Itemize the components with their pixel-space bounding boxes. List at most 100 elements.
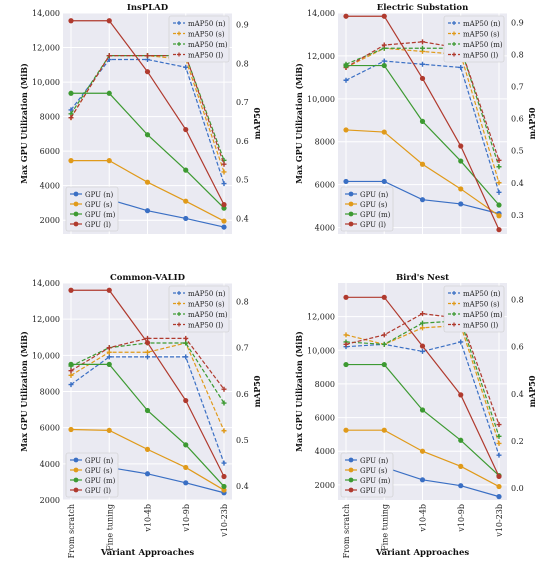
legend-gpu (340, 186, 394, 232)
gpu-marker-l (419, 75, 426, 82)
map-marker-l (68, 368, 74, 374)
map-marker-n (68, 382, 74, 388)
gpu-marker-s (221, 487, 227, 493)
legend-label-gpu-n: GPU (n) (360, 191, 389, 199)
map-marker-m (381, 341, 387, 347)
map-line-l (345, 313, 500, 425)
y-axis-label-right: mAP50 (252, 375, 262, 407)
gpu-marker-n (419, 197, 426, 203)
legend-label-gpu-s: GPU (s) (360, 467, 388, 475)
legend-gpu (65, 452, 119, 498)
map-marker-l (145, 53, 150, 59)
x-tick-label: From scratch (342, 504, 351, 558)
map-marker-n (420, 61, 425, 67)
legend-map (443, 15, 505, 63)
gpu-marker-l (144, 69, 151, 75)
legend-marker-map-l (177, 52, 181, 57)
legend-label-map-n: mAP50 (n) (188, 20, 226, 28)
y-tick-label-left: 8000 (315, 138, 335, 147)
y-tick-label-right: 0.4 (236, 482, 249, 491)
y-tick-label-right: 0.8 (511, 51, 524, 60)
legend-marker-map-s (452, 301, 456, 306)
map-marker-n (496, 189, 502, 195)
legend-label-gpu-s: GPU (s) (360, 201, 388, 209)
gpu-marker-l (496, 227, 502, 233)
legend-marker-gpu-s (348, 467, 354, 473)
gpu-marker-n (221, 224, 227, 230)
legend-marker-map-m (452, 312, 456, 316)
gpu-marker-m (419, 407, 426, 413)
legend-label-map-s: mAP50 (s) (188, 301, 225, 309)
gpu-marker-m (221, 483, 227, 490)
chart-panel-2: 4000 6000 8000 10,000 12,000 14,000 0.3 0.4 0.5 0… (294, 3, 537, 234)
map-marker-l (381, 42, 387, 48)
y-axis-label-right: mAP50 (252, 107, 262, 139)
map-marker-m (496, 433, 502, 439)
y-axis-label-left: Max GPU Utilization (MiB) (294, 331, 304, 452)
gpu-marker-s (106, 427, 112, 433)
gpu-marker-l (458, 143, 464, 149)
gpu-marker-s (68, 426, 74, 433)
gpu-marker-s (343, 427, 349, 433)
map-marker-m (496, 164, 502, 170)
y-tick-label-right: 0.9 (236, 21, 249, 30)
x-tick-label: Fine tuning (380, 504, 389, 551)
y-tick-label-right: 0.8 (511, 296, 524, 305)
y-tick-label-left: 4000 (40, 460, 60, 469)
chart-title: InsPLAD (127, 3, 169, 13)
legend-marker-gpu-l (73, 221, 79, 227)
legend-marker-gpu-m (73, 477, 79, 483)
map-marker-n (106, 354, 112, 360)
gpu-marker-m (419, 118, 426, 124)
legend-label-map-n: mAP50 (n) (188, 290, 226, 298)
y-tick-label-left: 2000 (315, 481, 335, 490)
map-marker-n (458, 64, 464, 70)
y-tick-label-left: 8000 (40, 388, 60, 397)
map-marker-s (221, 169, 227, 175)
gpu-marker-s (419, 448, 426, 454)
gpu-marker-l (68, 287, 74, 293)
map-marker-l (343, 341, 349, 347)
y-tick-label-left: 2000 (40, 216, 60, 225)
legend-marker-gpu-n (348, 191, 354, 197)
y-tick-label-right: 0.5 (236, 436, 249, 445)
gpu-marker-n (419, 477, 426, 483)
y-tick-label-left: 14,000 (32, 9, 60, 18)
y-tick-label-right: 0.5 (511, 147, 524, 156)
gpu-marker-m (458, 158, 464, 164)
gpu-marker-s (496, 213, 502, 219)
legend-marker-gpu-n (73, 191, 79, 197)
gpu-marker-s (458, 463, 464, 469)
gpu-marker-m (343, 62, 349, 69)
map-marker-l (68, 115, 74, 121)
legend-label-map-s: mAP50 (s) (188, 31, 225, 39)
legend-gpu (340, 452, 394, 498)
chart-panel-3: 2000 4000 6000 8000 10,000 12,000 14,000 0.4 0.5… (19, 273, 262, 558)
y-tick-label-right: 0.7 (236, 344, 249, 353)
legend-marker-gpu-n (73, 457, 79, 463)
gpu-marker-n (458, 201, 464, 207)
gpu-marker-l (144, 340, 151, 346)
legend-marker-map-l (177, 322, 181, 327)
legend-label-map-m: mAP50 (m) (188, 311, 228, 319)
map-marker-s (221, 428, 227, 434)
map-marker-n (343, 77, 349, 83)
y-tick-label-left: 4000 (315, 224, 335, 233)
gpu-marker-s (221, 218, 227, 224)
map-line-n (345, 341, 500, 456)
y-tick-label-left: 10,000 (307, 346, 335, 355)
x-tick-label: v10-9b (457, 504, 466, 533)
x-tick-label: v10-9b (182, 504, 191, 533)
gpu-marker-l (221, 202, 227, 208)
gpu-marker-s (183, 198, 189, 204)
x-tick-label: v10-4b (419, 504, 428, 533)
y-tick-label-left: 6000 (315, 181, 335, 190)
legend-label-gpu-n: GPU (n) (85, 191, 114, 199)
y-tick-label-left: 6000 (315, 414, 335, 423)
y-axis-label-right: mAP50 (527, 375, 537, 407)
legend-label-map-l: mAP50 (l) (463, 52, 499, 60)
legend-marker-map-s (177, 31, 181, 36)
legend-gpu (65, 186, 119, 232)
gpu-marker-l (183, 397, 189, 404)
map-line-m (345, 320, 500, 437)
